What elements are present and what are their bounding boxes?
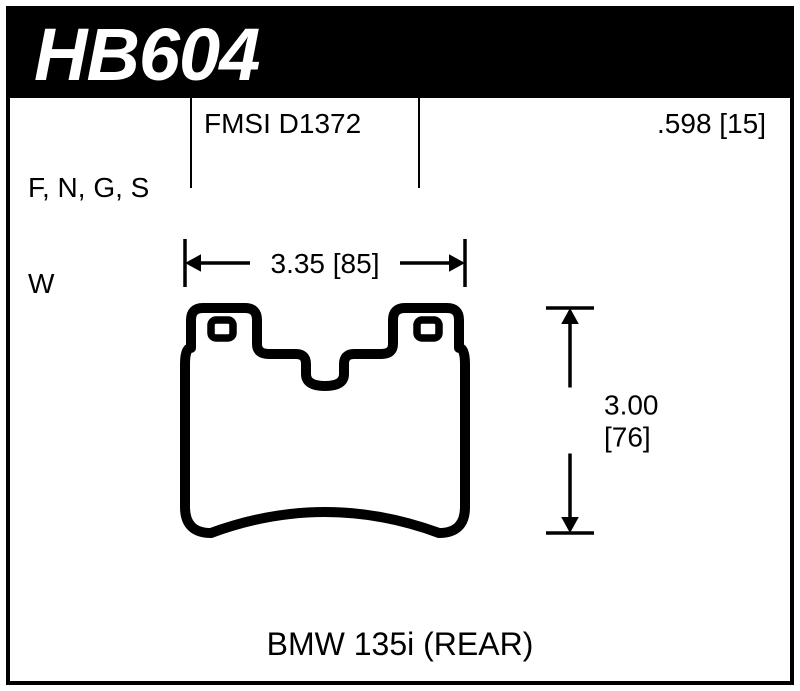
brake-pad-diagram: 3.35 [85] 3.00[76]	[10, 188, 790, 618]
application-label: BMW 135i (REAR)	[10, 626, 790, 663]
spec-bar: F, N, G, S W FMSI D1372 .598 [15]	[10, 98, 790, 188]
spec-divider-1	[190, 98, 192, 188]
spec-fmsi: FMSI D1372	[186, 98, 416, 188]
outer-frame: HB604 F, N, G, S W FMSI D1372 .598 [15] …	[6, 6, 794, 685]
spec-compounds: F, N, G, S W	[10, 98, 186, 188]
spec-thickness: .598 [15]	[416, 98, 790, 188]
diagram-area: 3.35 [85] 3.00[76] BMW 135i (REAR)	[10, 188, 790, 681]
svg-text:3.00: 3.00	[604, 390, 659, 421]
part-number: HB604	[34, 12, 259, 97]
svg-text:3.35 [85]: 3.35 [85]	[271, 248, 380, 279]
spec-divider-2	[418, 98, 420, 188]
header-bar: HB604	[10, 10, 790, 98]
svg-text:[76]: [76]	[604, 422, 651, 453]
